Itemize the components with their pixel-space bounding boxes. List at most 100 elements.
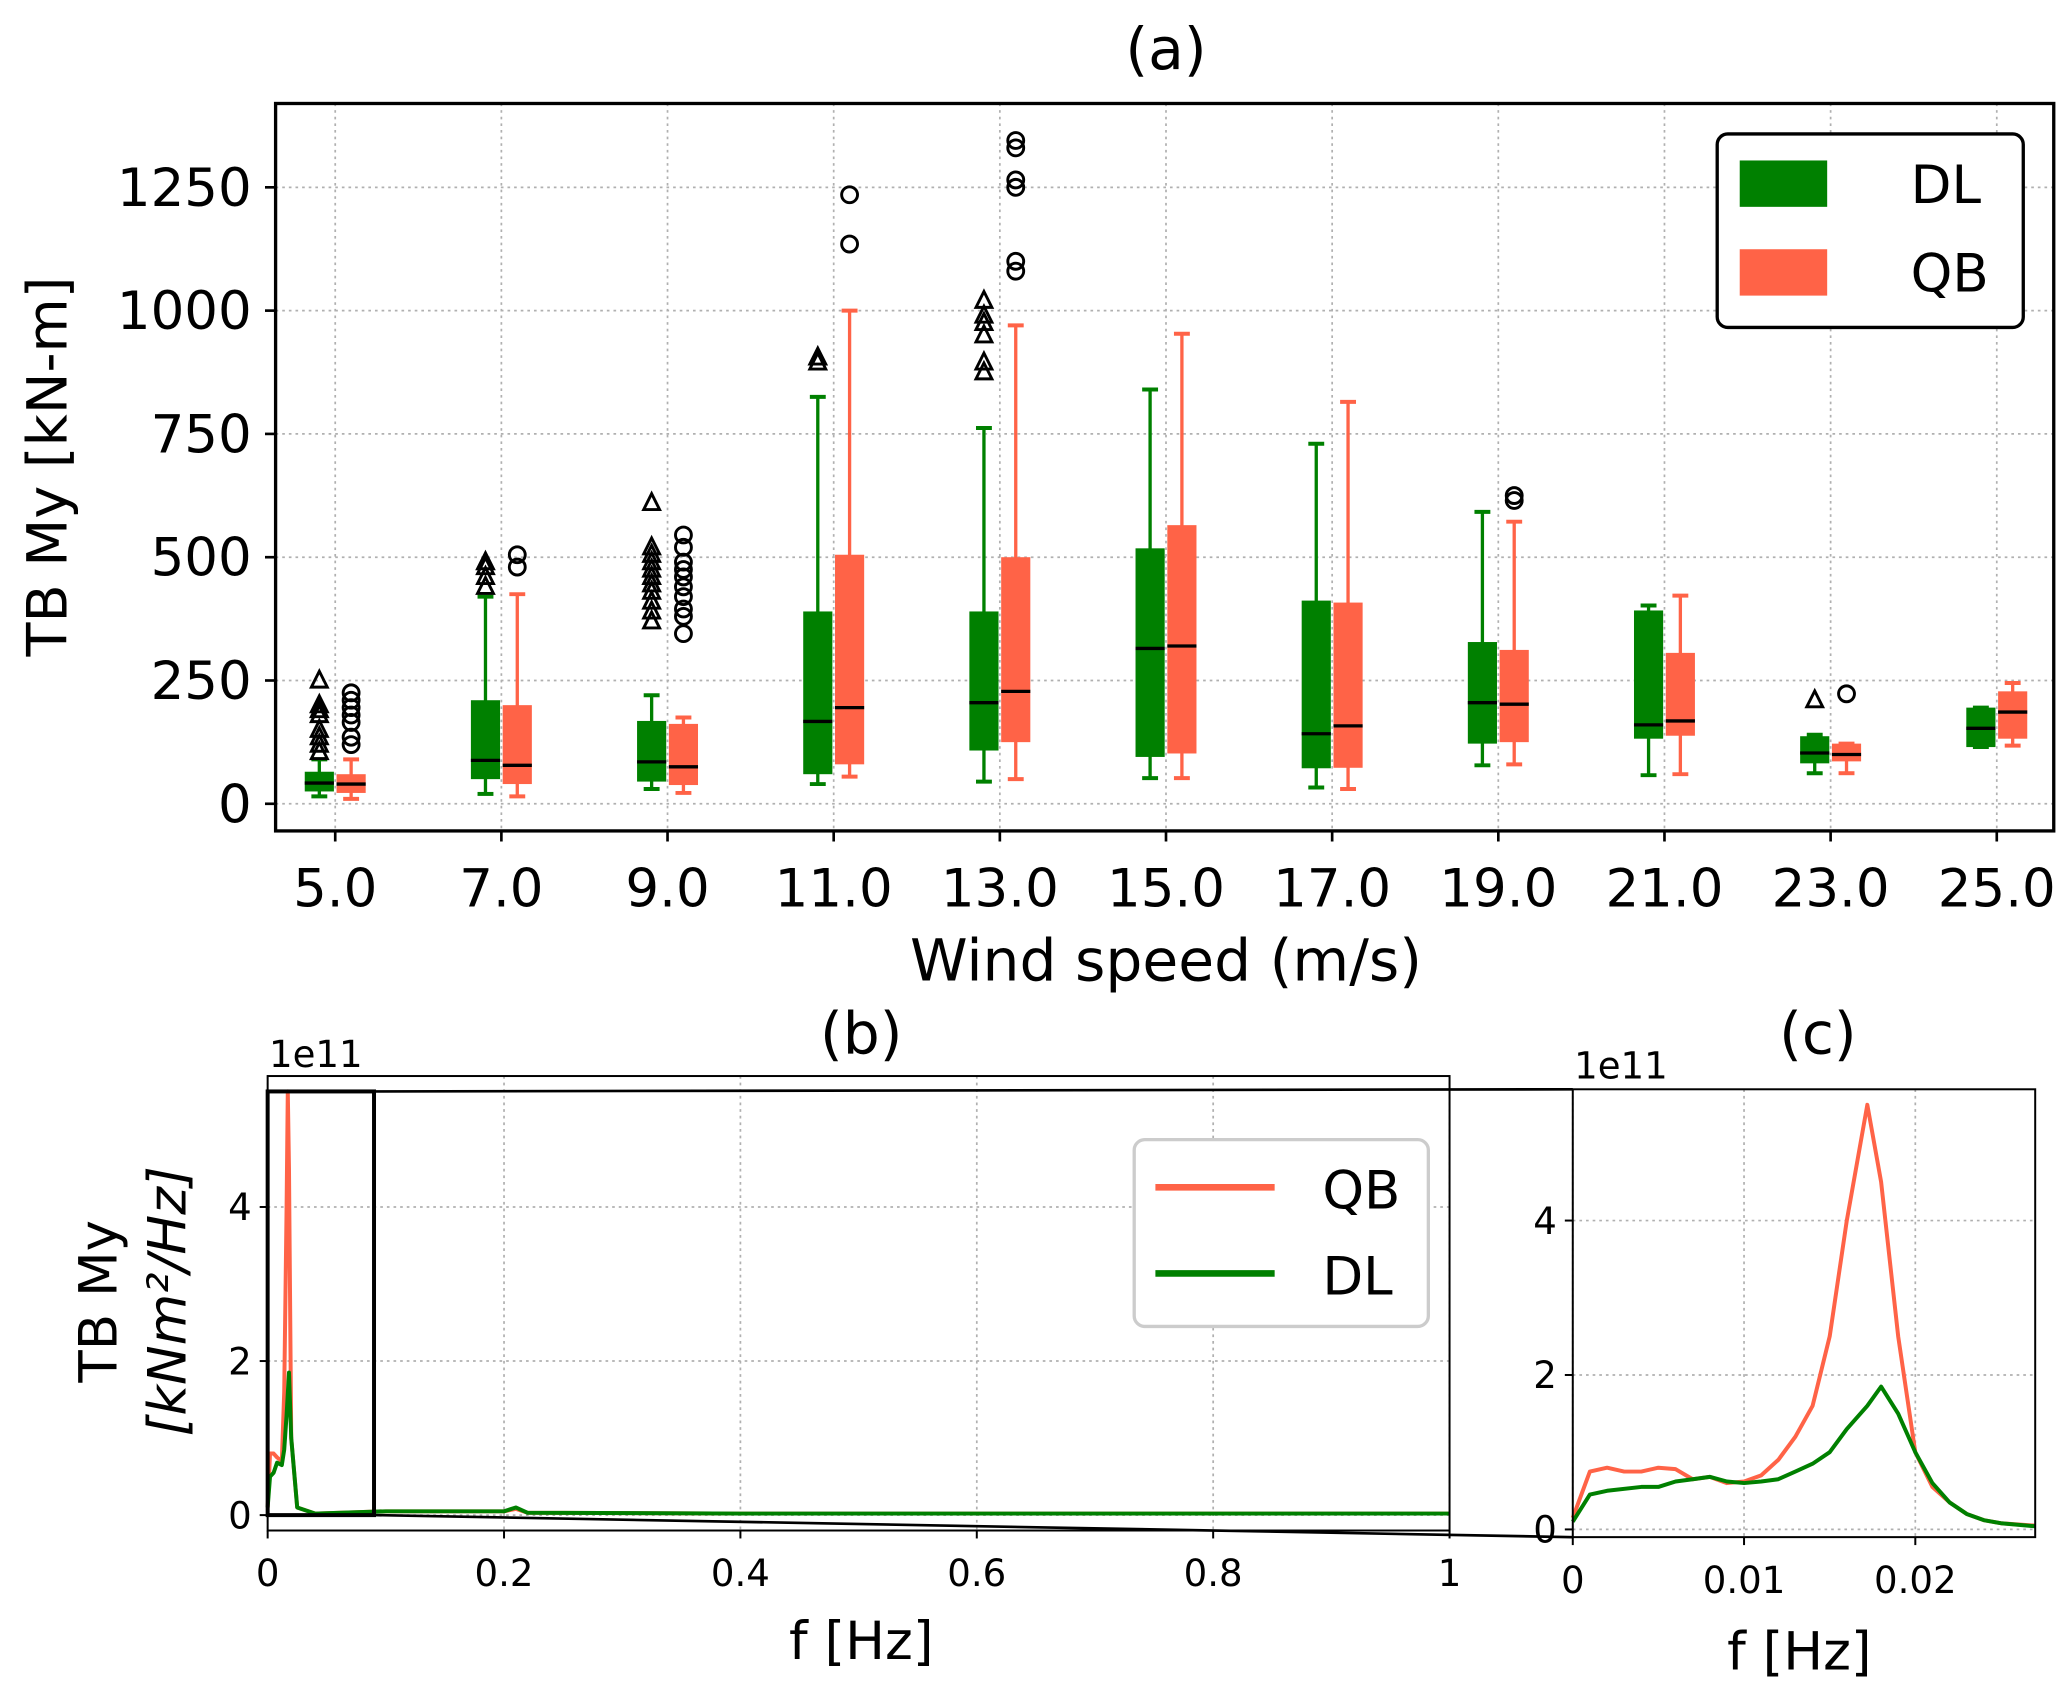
ytick-label: 1000 bbox=[117, 281, 252, 342]
outlier-DL bbox=[807, 349, 829, 371]
box-DL bbox=[1301, 600, 1331, 769]
outlier-QB bbox=[840, 234, 859, 254]
outlier-DL bbox=[641, 490, 662, 512]
xtick-label: 1 bbox=[1438, 1552, 1462, 1595]
xtick-label: 23.0 bbox=[1772, 858, 1890, 919]
outlier-DL bbox=[309, 697, 330, 719]
box-QB bbox=[1998, 691, 2028, 739]
panel-c-axes bbox=[1571, 1088, 2037, 1539]
outlier-QB bbox=[674, 606, 693, 626]
ytick-label: 2 bbox=[1533, 1354, 1557, 1397]
outlier-DL bbox=[807, 344, 829, 366]
ytick-label: 4 bbox=[1533, 1200, 1557, 1243]
ytick-label: 0 bbox=[228, 1494, 252, 1537]
outlier-DL bbox=[1804, 687, 1826, 709]
outlier-QB bbox=[674, 525, 693, 545]
legend-qb-label: QB bbox=[1911, 244, 1989, 305]
zoom-box bbox=[265, 1089, 377, 1518]
outlier-QB bbox=[341, 690, 361, 710]
outlier-DL bbox=[973, 322, 995, 344]
outlier-QB bbox=[507, 545, 527, 565]
outlier-QB bbox=[1006, 131, 1026, 150]
xtick-label: 17.0 bbox=[1273, 858, 1391, 919]
xtick-label: 0 bbox=[1561, 1559, 1585, 1602]
xtick-label: 0.4 bbox=[711, 1552, 770, 1595]
panel-b-ylabel-line1: TB My bbox=[69, 1220, 130, 1384]
xtick-label: 19.0 bbox=[1439, 858, 1557, 919]
zoom-connector-top bbox=[374, 1087, 1573, 1093]
box-QB bbox=[1333, 602, 1363, 768]
xtick-label: 11.0 bbox=[775, 858, 893, 919]
panel-c-xlabel: f [Hz] bbox=[1727, 1622, 1872, 1683]
box-QB bbox=[668, 723, 699, 786]
box-QB bbox=[1831, 743, 1862, 762]
outlier-DL bbox=[475, 564, 496, 586]
xtick-label: 0.8 bbox=[1184, 1552, 1243, 1595]
outlier-DL bbox=[641, 589, 662, 610]
outlier-DL bbox=[973, 303, 995, 324]
panel-a-legend: DL QB bbox=[1715, 132, 2025, 330]
outlier-QB bbox=[1006, 251, 1026, 271]
outlier-QB bbox=[674, 599, 693, 619]
line-DL bbox=[265, 1370, 1450, 1516]
box-QB bbox=[835, 554, 865, 765]
xtick-label: 15.0 bbox=[1107, 858, 1225, 919]
panel-a-title: (a) bbox=[1125, 15, 1206, 83]
outlier-DL bbox=[641, 534, 662, 556]
outlier-DL bbox=[309, 702, 330, 724]
box-DL bbox=[637, 720, 667, 782]
panel-b-legend: QB DL bbox=[1132, 1137, 1431, 1329]
box-DL bbox=[470, 700, 501, 780]
outlier-QB bbox=[840, 185, 859, 205]
outlier-QB bbox=[1006, 170, 1026, 190]
outlier-QB bbox=[674, 537, 693, 557]
box-DL bbox=[1633, 610, 1664, 739]
legend-qb-label: QB bbox=[1322, 1161, 1400, 1222]
box-QB bbox=[1499, 649, 1529, 743]
line-DL bbox=[1571, 1384, 2036, 1529]
xtick-label: 0.02 bbox=[1874, 1559, 1957, 1602]
xtick-label: 0.01 bbox=[1703, 1559, 1786, 1602]
box-DL bbox=[1467, 642, 1497, 744]
xtick-label: 13.0 bbox=[941, 858, 1059, 919]
panel-b-offset: 1e11 bbox=[269, 1033, 363, 1076]
outlier-QB bbox=[341, 683, 361, 703]
outlier-DL bbox=[309, 692, 330, 714]
ytick-label: 0 bbox=[218, 774, 252, 835]
ytick-label: 1250 bbox=[117, 158, 252, 219]
xtick-label: 5.0 bbox=[293, 858, 377, 919]
box-DL bbox=[1135, 548, 1165, 757]
ytick-label: 0 bbox=[1533, 1509, 1557, 1552]
outlier-QB bbox=[341, 735, 361, 755]
ytick-label: 250 bbox=[151, 651, 252, 712]
xtick-label: 0.6 bbox=[947, 1552, 1006, 1595]
ytick-label: 500 bbox=[151, 528, 252, 589]
outlier-QB bbox=[674, 624, 693, 644]
outlier-DL bbox=[475, 549, 496, 571]
box-QB bbox=[1001, 557, 1031, 743]
legend-dl-label: DL bbox=[1911, 155, 1982, 216]
outlier-DL bbox=[973, 359, 995, 381]
ytick-label: 750 bbox=[151, 404, 252, 465]
line-QB bbox=[1570, 1102, 2036, 1528]
box-QB bbox=[1665, 652, 1695, 736]
outlier-QB bbox=[1504, 486, 1524, 505]
panel-a-ylabel: TB My [kN-m] bbox=[15, 277, 80, 658]
zoom-connector-bottom bbox=[373, 1513, 1573, 1539]
box-DL bbox=[1800, 736, 1830, 764]
outlier-QB bbox=[674, 587, 693, 607]
xtick-label: 25.0 bbox=[1938, 858, 2056, 919]
legend-dl-label: DL bbox=[1322, 1247, 1393, 1308]
outlier-QB bbox=[1837, 684, 1856, 704]
xtick-label: 7.0 bbox=[459, 858, 543, 919]
panel-b-ylabel-line2: [kNm²/Hz] bbox=[138, 1166, 199, 1436]
outlier-DL bbox=[309, 667, 330, 689]
box-QB bbox=[502, 705, 532, 785]
xtick-label: 0 bbox=[256, 1552, 280, 1595]
legend-dl-swatch bbox=[1739, 160, 1828, 207]
xtick-label: 9.0 bbox=[625, 858, 709, 919]
outlier-DL bbox=[973, 349, 995, 371]
outlier-QB bbox=[1006, 138, 1026, 158]
ytick-label: 4 bbox=[228, 1186, 252, 1229]
